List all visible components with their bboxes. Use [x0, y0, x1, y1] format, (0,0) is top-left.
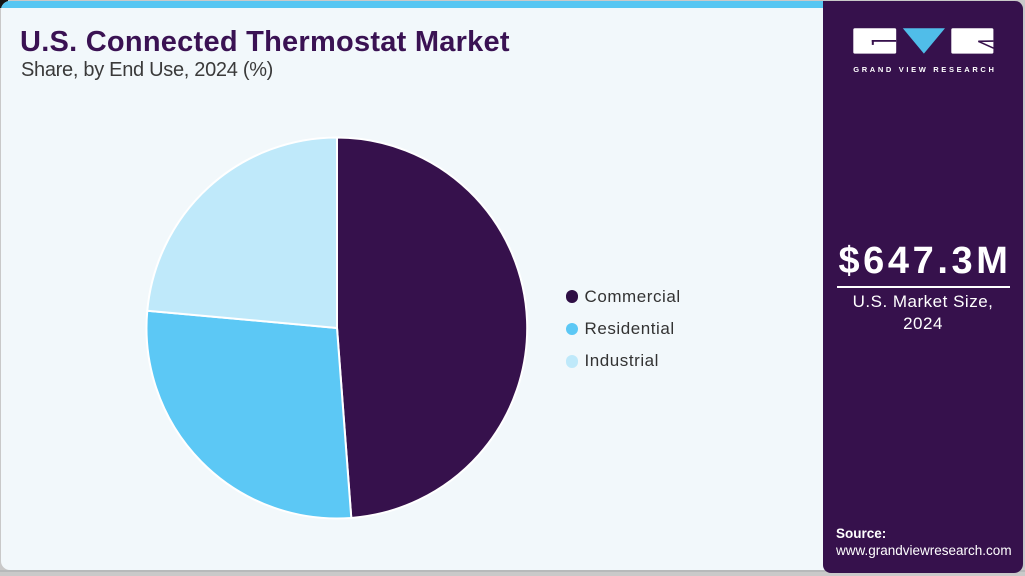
svg-text:GRAND VIEW RESEARCH: GRAND VIEW RESEARCH	[853, 65, 996, 74]
